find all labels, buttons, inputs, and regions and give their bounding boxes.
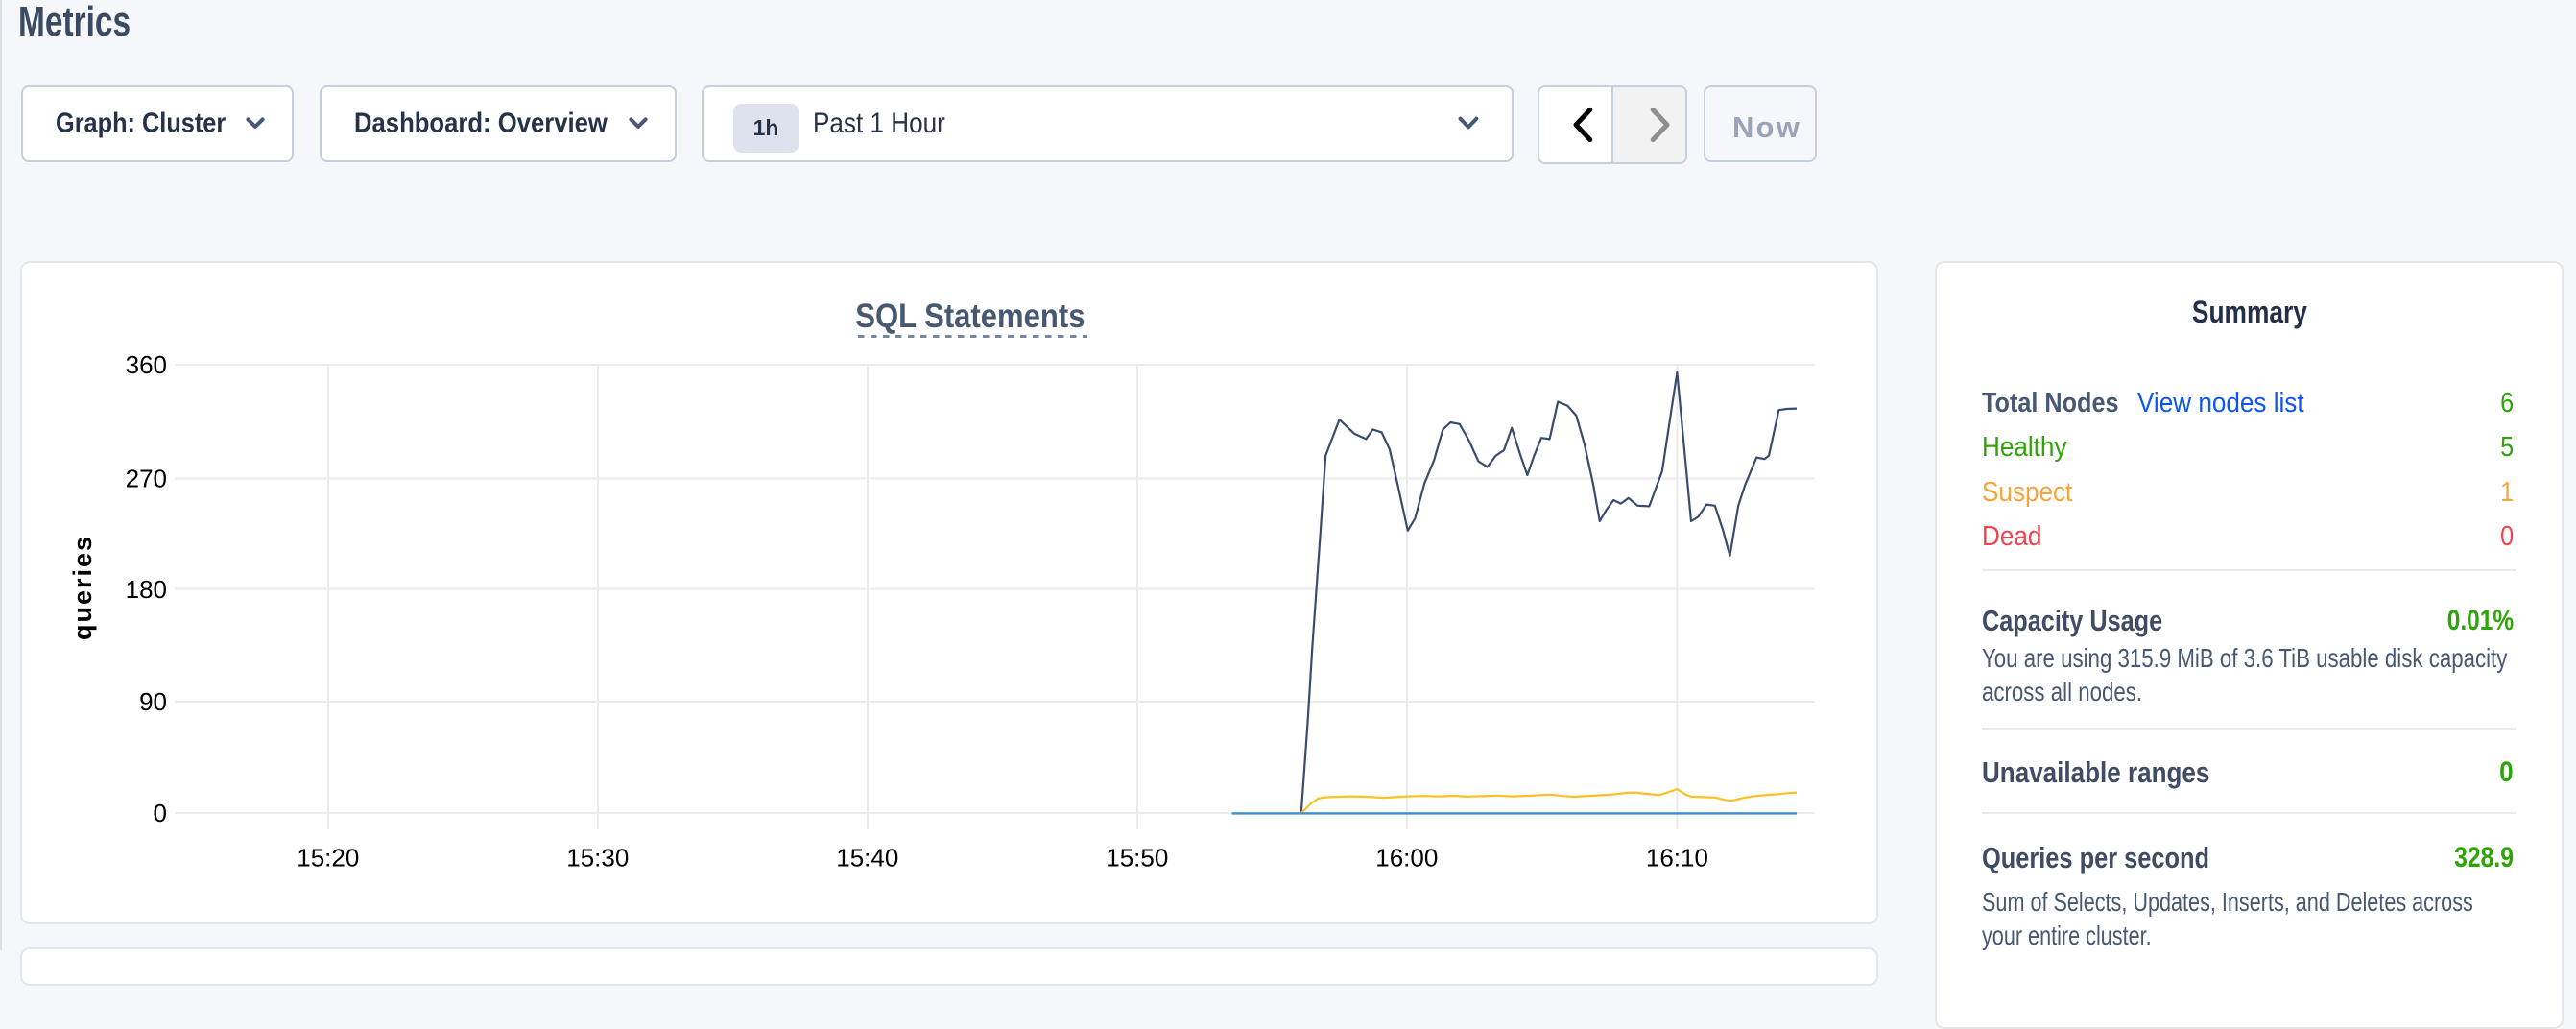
svg-text:15:40: 15:40 [836, 844, 898, 873]
svg-text:360: 360 [126, 350, 167, 379]
svg-text:15:20: 15:20 [297, 844, 359, 873]
svg-text:15:50: 15:50 [1106, 844, 1168, 873]
svg-text:16:00: 16:00 [1375, 844, 1438, 873]
svg-text:15:30: 15:30 [566, 844, 629, 873]
svg-text:0: 0 [154, 799, 167, 827]
svg-text:queries: queries [68, 535, 97, 640]
svg-text:16:10: 16:10 [1646, 844, 1708, 873]
svg-text:270: 270 [126, 465, 167, 493]
svg-text:180: 180 [126, 575, 167, 604]
svg-text:90: 90 [139, 687, 167, 716]
